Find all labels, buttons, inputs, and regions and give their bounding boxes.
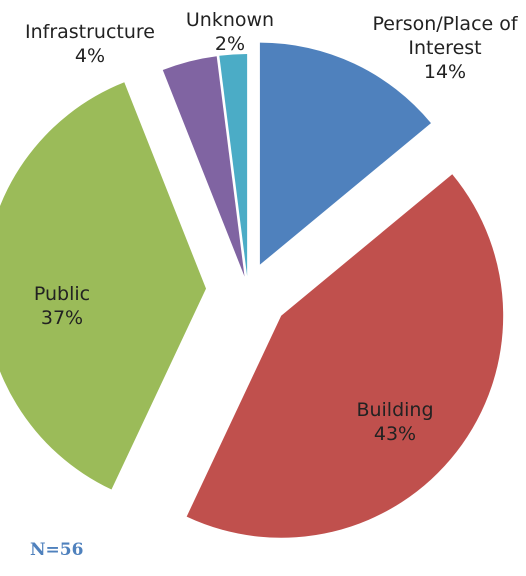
slice-label: Infrastructure 4%	[5, 20, 175, 68]
value-label: 4%	[74, 45, 106, 67]
note: N=56	[30, 540, 84, 560]
slice-label: Unknown 2%	[170, 8, 290, 56]
pie-slice	[186, 174, 504, 538]
pie-slice	[162, 56, 245, 277]
slice-label: Public 37%	[2, 282, 122, 330]
value-label: 2%	[214, 33, 246, 55]
category-label: Building	[356, 399, 434, 421]
pie-slice	[0, 82, 207, 490]
value-label: 37%	[40, 307, 84, 329]
category-label: Infrastructure	[24, 21, 155, 43]
value-label: 43%	[373, 423, 417, 445]
slice-label: Person/Place of Interest 14%	[360, 12, 526, 84]
category-label: Public	[33, 283, 91, 305]
pie-slice	[219, 54, 248, 277]
value-label: 14%	[423, 61, 467, 83]
category-label: Unknown	[185, 9, 275, 31]
pie-slice	[259, 42, 431, 265]
category-label: Person/Place of Interest	[372, 13, 518, 59]
slice-label: Building 43%	[330, 398, 460, 446]
